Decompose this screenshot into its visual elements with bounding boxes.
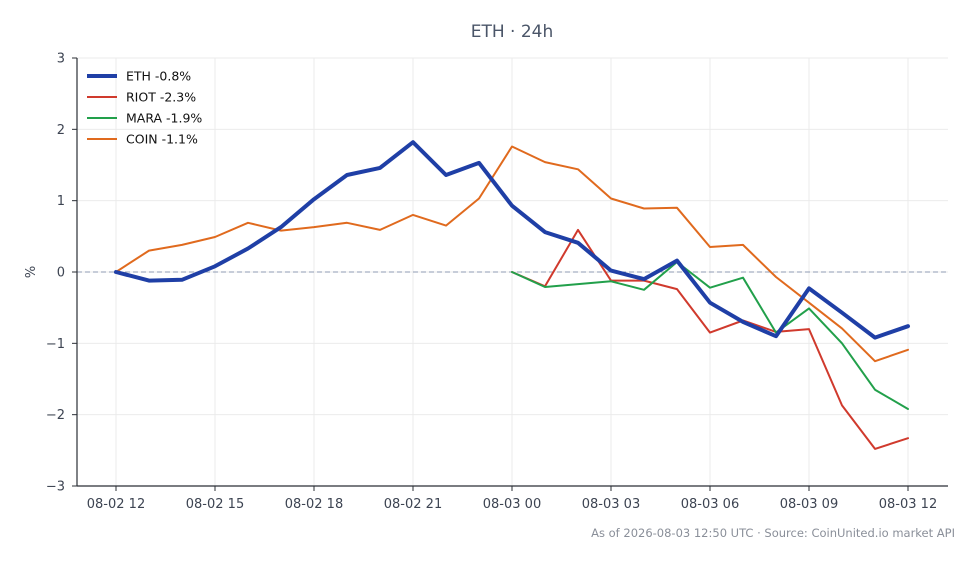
y-tick-label: 3 <box>57 52 65 67</box>
tick-labels: −3 −2 −1 0 1 2 3 08-02 12 08-02 15 08-02 18 08-02 … <box>46 52 937 513</box>
y-tick-label: 0 <box>57 266 65 281</box>
x-tick-label: 08-03 03 <box>582 497 640 512</box>
x-tick-label: 08-03 06 <box>681 497 739 512</box>
series-line-mara <box>511 261 909 410</box>
legend-label: ETH -0.8% <box>126 69 191 84</box>
x-tick-label: 08-02 15 <box>186 497 244 512</box>
series-lines <box>114 140 910 450</box>
x-tick-label: 08-02 18 <box>285 497 343 512</box>
series-line-coin <box>115 145 909 363</box>
chart-title: ETH · 24h <box>471 22 554 42</box>
x-tick-label: 08-03 00 <box>483 497 541 512</box>
x-tick-label: 08-02 21 <box>384 497 442 512</box>
legend: ETH -0.8% RIOT -2.3% MARA -1.9% COIN -1.1% <box>87 69 202 147</box>
series-line-riot <box>511 228 909 450</box>
x-tick-label: 08-03 12 <box>879 497 937 512</box>
legend-label: MARA -1.9% <box>126 111 202 126</box>
y-tick-label: −3 <box>46 480 65 495</box>
x-tick-label: 08-03 09 <box>780 497 838 512</box>
y-tick-label: 2 <box>57 123 65 138</box>
footer-source: As of 2026-08-03 12:50 UTC · Source: Coi… <box>591 526 955 540</box>
x-tick-label: 08-02 12 <box>87 497 145 512</box>
y-tick-label: −1 <box>46 337 65 352</box>
y-tick-label: −2 <box>46 408 65 423</box>
y-axis-label: % <box>24 266 39 278</box>
y-tick-label: 1 <box>57 194 65 209</box>
legend-label: RIOT -2.3% <box>126 90 196 105</box>
series-line-eth <box>114 140 910 340</box>
legend-label: COIN -1.1% <box>126 132 198 147</box>
